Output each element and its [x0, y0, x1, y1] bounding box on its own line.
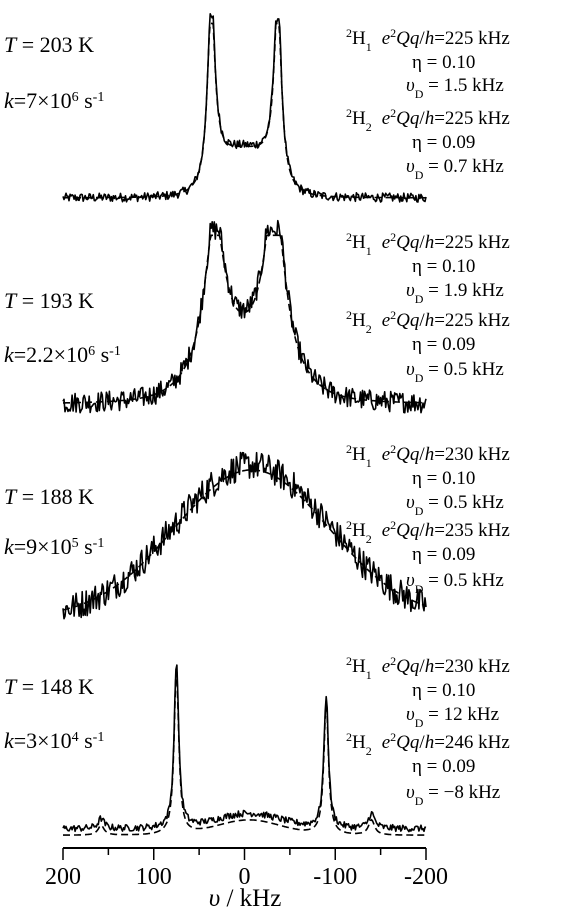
site-2-parameters: 2H2 e2Qq/h=225 kHz η = 0.09 υD = 0.7 kHz — [346, 106, 510, 182]
svg-text:η = 0.10: η = 0.10 — [412, 256, 475, 277]
x-axis-ticks — [62, 848, 427, 860]
site-1-parameters: 2H1 e2Qq/h=230 kHz η = 0.10 υD = 0.5 kHz — [346, 442, 510, 518]
panel-3: T = 188 K k=9×105 s-1 2H1 e2Qq/h=230 kHz … — [4, 442, 510, 620]
panel-2: T = 193 K k=2.2×106 s-1 2H1 e2Qq/h=225 kH… — [4, 219, 510, 414]
svg-text:υD = −8 kHz: υD = −8 kHz — [406, 782, 500, 808]
svg-text:η = 0.10: η = 0.10 — [412, 52, 475, 73]
x-tick-label: 0 — [239, 864, 251, 890]
svg-text:η = 0.09: η = 0.09 — [412, 756, 475, 777]
temperature-label: T = 203 K — [4, 32, 94, 57]
x-axis-title: υ / kHz — [209, 885, 282, 911]
rate-constant-label: k=3×104 s-1 — [4, 728, 104, 753]
site-2-parameters: 2H2 e2Qq/h=235 kHz η = 0.09 υD = 0.5 kHz — [346, 518, 510, 596]
svg-text:υD = 12 kHz: υD = 12 kHz — [406, 704, 499, 730]
simulated-spectrum-188K — [62, 469, 427, 611]
svg-text:υD = 1.5 kHz: υD = 1.5 kHz — [406, 75, 504, 101]
svg-text:η = 0.10: η = 0.10 — [412, 468, 475, 489]
x-tick-label: 100 — [136, 864, 172, 890]
svg-text:υD = 0.5 kHz: υD = 0.5 kHz — [406, 359, 504, 385]
svg-text:υD = 0.5 kHz: υD = 0.5 kHz — [406, 492, 504, 518]
x-axis: 200 100 0 -100 -200 υ / kHz — [45, 847, 448, 911]
site-2-parameters: 2H2 e2Qq/h=225 kHz η = 0.09 υD = 0.5 kHz — [346, 308, 510, 385]
x-tick-label: 200 — [45, 864, 81, 890]
site-1-parameters: 2H1 e2Qq/h=225 kHz η = 0.10 υD = 1.5 kHz — [346, 26, 510, 101]
panel-4: T = 148 K k=3×104 s-1 2H1 e2Qq/h=230 kHz … — [4, 654, 510, 836]
simulated-spectrum-193K — [63, 234, 426, 404]
x-tick-label: -200 — [404, 864, 448, 890]
temperature-label: T = 148 K — [4, 674, 94, 699]
experimental-spectrum-148K — [62, 664, 427, 833]
svg-text:υD = 1.9 kHz: υD = 1.9 kHz — [406, 280, 504, 306]
rate-constant-label: k=9×105 s-1 — [4, 534, 104, 559]
experimental-spectrum-203K — [62, 13, 427, 203]
x-tick-label: -100 — [313, 864, 357, 890]
rate-constant-label: k=2.2×106 s-1 — [4, 342, 121, 367]
simulated-spectrum-203K — [63, 22, 426, 199]
svg-text:υD = 0.5 kHz: υD = 0.5 kHz — [406, 570, 504, 596]
site-1-parameters: 2H1 e2Qq/h=225 kHz η = 0.10 υD = 1.9 kHz — [346, 230, 510, 306]
rate-constant-label: k=7×106 s-1 — [4, 88, 104, 113]
site-1-parameters: 2H1 e2Qq/h=230 kHz η = 0.10 υD = 12 kHz — [346, 654, 510, 730]
svg-text:η = 0.09: η = 0.09 — [412, 544, 475, 565]
svg-text:η = 0.09: η = 0.09 — [412, 132, 475, 153]
experimental-spectrum-193K — [62, 219, 427, 414]
temperature-label: T = 188 K — [4, 484, 94, 509]
svg-text:υD = 0.7 kHz: υD = 0.7 kHz — [406, 156, 504, 182]
site-2-parameters: 2H2 e2Qq/h=246 kHz η = 0.09 υD = −8 kHz — [346, 730, 510, 808]
svg-text:η = 0.10: η = 0.10 — [412, 680, 475, 701]
x-axis-tick-labels: 200 100 0 -100 -200 — [45, 864, 448, 890]
svg-text:η = 0.09: η = 0.09 — [412, 334, 475, 355]
experimental-spectrum-188K — [62, 451, 427, 620]
panel-1: T = 203 K k=7×106 s-1 2H1 e2Qq/h=225 kHz … — [4, 13, 510, 203]
temperature-label: T = 193 K — [4, 288, 94, 313]
simulated-spectrum-148K — [63, 671, 427, 836]
